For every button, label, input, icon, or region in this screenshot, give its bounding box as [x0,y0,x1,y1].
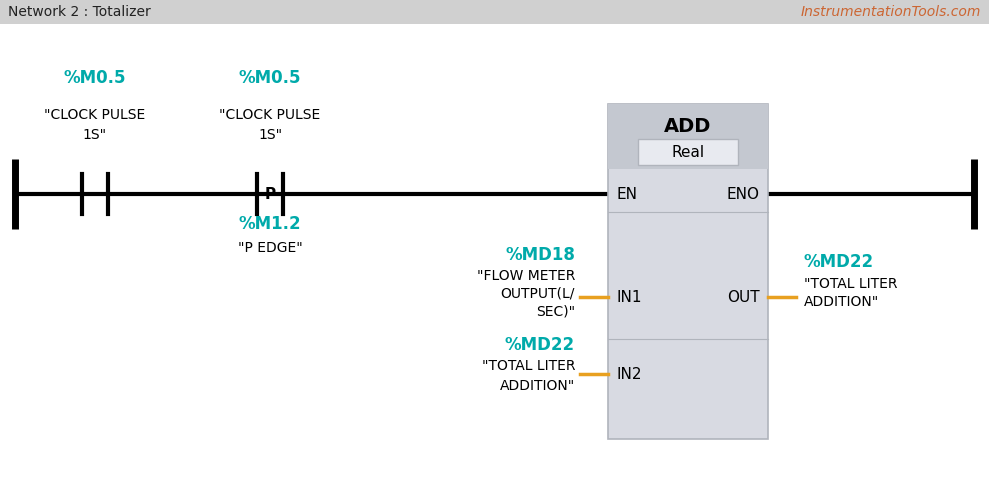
Bar [608,105,768,169]
Text: %MD18: %MD18 [505,245,575,264]
Text: OUT: OUT [727,290,760,305]
Text: IN2: IN2 [616,367,642,382]
Text: EN: EN [616,187,637,202]
Bar [608,105,768,439]
Text: "FLOW METER: "FLOW METER [477,268,575,282]
Text: IN1: IN1 [616,290,642,305]
Text: SEC)": SEC)" [536,304,575,318]
Text: ADDITION": ADDITION" [804,294,879,308]
Bar [0,0,989,25]
Text: %M0.5: %M0.5 [63,69,127,87]
Text: P: P [264,187,276,202]
Text: 1S": 1S" [258,128,282,142]
Text: "CLOCK PULSE: "CLOCK PULSE [220,108,320,122]
Text: "P EDGE": "P EDGE" [237,240,303,254]
Text: "CLOCK PULSE: "CLOCK PULSE [45,108,145,122]
Text: %MD22: %MD22 [504,336,575,353]
Text: %MD22: %MD22 [804,252,874,270]
Text: %M0.5: %M0.5 [238,69,302,87]
Text: ADD: ADD [665,117,712,136]
Text: OUTPUT(L/: OUTPUT(L/ [500,287,575,300]
Text: "TOTAL LITER: "TOTAL LITER [482,358,575,372]
Text: "TOTAL LITER: "TOTAL LITER [804,276,897,290]
Bar [638,140,738,166]
Text: 1S": 1S" [83,128,107,142]
Text: %M1.2: %M1.2 [238,215,302,232]
Text: Real: Real [672,145,704,160]
Text: ENO: ENO [727,187,760,202]
Text: InstrumentationTools.com: InstrumentationTools.com [801,5,981,20]
Text: Network 2 : Totalizer: Network 2 : Totalizer [8,5,150,20]
Text: ADDITION": ADDITION" [499,378,575,392]
